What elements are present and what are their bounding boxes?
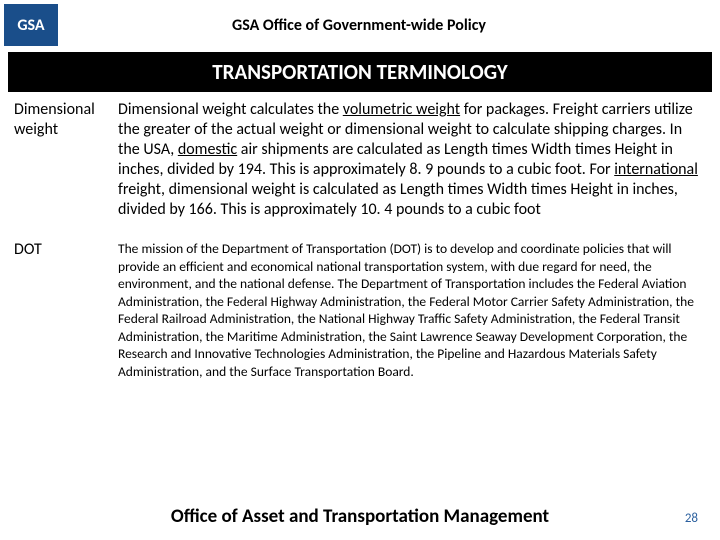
term-definition: The mission of the Department of Transpo… [118,240,712,380]
term-label: DOT [8,240,118,380]
table-row: DOT The mission of the Department of Tra… [8,234,712,392]
footer-title: Office of Asset and Transportation Manag… [0,505,720,528]
terminology-table: Dimensional weight Dimensional weight ca… [0,92,720,392]
gsa-logo: GSA [4,4,58,46]
title-bar: TRANSPORTATION TERMINOLOGY [8,52,712,92]
page-number: 28 [685,511,698,526]
term-label: Dimensional weight [8,100,118,220]
term-definition: Dimensional weight calculates the volume… [118,100,712,220]
header: GSA GSA Office of Government-wide Policy [0,0,720,50]
header-title: GSA Office of Government-wide Policy [58,16,720,35]
table-row: Dimensional weight Dimensional weight ca… [8,92,712,234]
